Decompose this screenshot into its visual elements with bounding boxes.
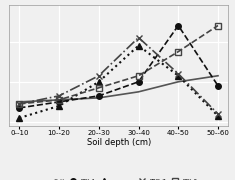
PRD-7 <box>217 113 219 115</box>
PRD-3/4 <box>217 115 219 117</box>
RDI-1 <box>137 81 140 83</box>
PRD-7 <box>97 75 100 77</box>
PRD-3/4 <box>97 81 100 83</box>
Cntl <box>58 99 60 101</box>
PRD-3/4 <box>58 105 60 107</box>
RDI-2 <box>18 103 21 105</box>
Cntl <box>97 97 100 99</box>
RDI-2 <box>58 99 60 101</box>
Legend: Cntl, RDI-1, PRD-3/4, PRD-7, RDI-2: Cntl, RDI-1, PRD-3/4, PRD-7, RDI-2 <box>39 179 198 180</box>
RDI-2 <box>217 24 219 27</box>
Cntl <box>217 75 219 77</box>
RDI-1 <box>97 95 100 97</box>
RDI-1 <box>217 85 219 87</box>
Line: PRD-7: PRD-7 <box>16 34 222 117</box>
RDI-2 <box>177 51 180 53</box>
Line: RDI-2: RDI-2 <box>16 23 221 107</box>
Line: Cntl: Cntl <box>19 76 218 102</box>
Cntl <box>177 81 180 83</box>
PRD-7 <box>137 37 140 39</box>
RDI-2 <box>97 87 100 89</box>
Line: RDI-1: RDI-1 <box>16 23 221 111</box>
PRD-7 <box>177 73 180 75</box>
RDI-1 <box>18 107 21 109</box>
RDI-1 <box>177 24 180 27</box>
X-axis label: Soil depth (cm): Soil depth (cm) <box>86 138 151 147</box>
Line: PRD-3/4: PRD-3/4 <box>16 43 221 121</box>
PRD-3/4 <box>137 44 140 47</box>
RDI-1 <box>58 101 60 103</box>
PRD-3/4 <box>177 75 180 77</box>
PRD-7 <box>58 95 60 97</box>
Cntl <box>18 101 21 103</box>
PRD-7 <box>18 103 21 105</box>
PRD-3/4 <box>18 117 21 119</box>
Cntl <box>137 91 140 93</box>
RDI-2 <box>137 75 140 77</box>
